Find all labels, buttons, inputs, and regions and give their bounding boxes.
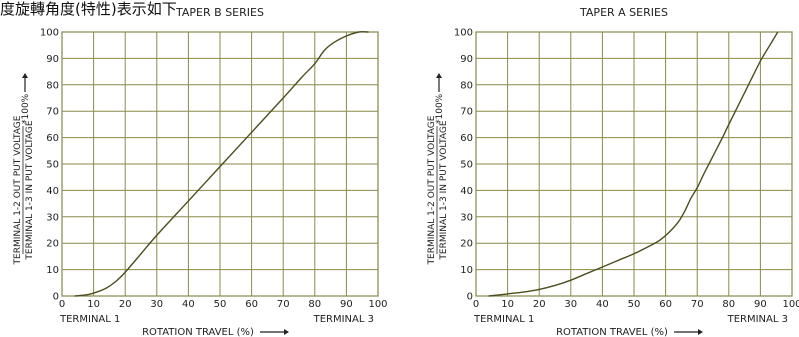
- y-tick-label: 50: [46, 160, 59, 171]
- x-tick-label: 50: [628, 299, 641, 310]
- y-tick-label: 100: [454, 28, 473, 39]
- series-line: [488, 31, 779, 297]
- x-tick-label: 80: [722, 299, 735, 310]
- y-label-numerator: TERMINAL 1-2 OUT PUT VOLTAGE: [13, 115, 23, 265]
- y-tick-label: 30: [46, 212, 59, 223]
- x-tick-label: 20: [119, 299, 132, 310]
- y-label-numerator: TERMINAL 1-2 OUT PUT VOLTAGE: [427, 115, 437, 265]
- header-text: 度旋轉角度(特性)表示如下: [0, 0, 177, 18]
- series-line: [74, 31, 369, 297]
- x-tick-label: 100: [368, 299, 387, 310]
- x-axis-label: ROTATION TRAVEL (%): [556, 327, 668, 337]
- y-label-denominator: TERMINAL 1-3 IN PUT VOLTAGE: [25, 120, 35, 260]
- chart-title: TAPER A SERIES: [579, 6, 668, 19]
- y-label-suffix: *100%: [21, 93, 31, 124]
- x-tick-label: 0: [473, 299, 479, 310]
- chart-1: 0 10 20 30 40 50 60 70 80 90 100 0 10 20 30 40 50 60 70 80 9…: [13, 6, 388, 337]
- x-tick-label: 20: [533, 299, 546, 310]
- x-tick-label: 0: [59, 299, 65, 310]
- y-tick-label: 90: [46, 54, 59, 65]
- y-tick-label: 30: [460, 212, 473, 223]
- y-tick-label: 0: [467, 292, 473, 303]
- y-tick-label: 20: [460, 239, 473, 250]
- x-tick-label: 50: [214, 299, 227, 310]
- y-tick-label: 40: [460, 186, 473, 197]
- y-axis-label: TERMINAL 1-2 OUT PUT VOLTAGE TERMINAL 1-3…: [13, 73, 35, 265]
- y-tick-label: 10: [460, 265, 473, 276]
- y-axis-arrow-head: [436, 73, 442, 78]
- y-tick-label: 60: [460, 133, 473, 144]
- y-axis-arrow-head: [22, 73, 28, 78]
- y-label-suffix: *100%: [435, 93, 445, 124]
- y-axis-label: TERMINAL 1-2 OUT PUT VOLTAGE TERMINAL 1-3…: [427, 73, 449, 265]
- y-tick-label: 60: [46, 133, 59, 144]
- x-axis-arrow-head: [284, 329, 289, 335]
- x-tick-label: 30: [150, 299, 163, 310]
- x-tick-label: 90: [340, 299, 353, 310]
- x-end-label: TERMINAL 3: [727, 314, 788, 325]
- x-axis-label: ROTATION TRAVEL (%): [142, 327, 254, 337]
- x-tick-label: 70: [277, 299, 290, 310]
- y-tick-label: 20: [46, 239, 59, 250]
- x-tick-label: 100: [782, 299, 799, 310]
- x-start-label: TERMINAL 1: [59, 314, 120, 325]
- x-tick-label: 60: [659, 299, 672, 310]
- x-tick-label: 40: [596, 299, 609, 310]
- y-tick-label: 40: [46, 186, 59, 197]
- chart-2: 0 10 20 30 40 50 60 70 80 90 100 0 10 20 30 40 50 60 70 80 9…: [427, 6, 799, 337]
- x-end-label: TERMINAL 3: [313, 314, 374, 325]
- y-tick-label: 90: [460, 54, 473, 65]
- y-tick-label: 70: [460, 107, 473, 118]
- x-axis-arrow-head: [698, 329, 703, 335]
- x-tick-label: 10: [87, 299, 100, 310]
- x-tick-label: 60: [245, 299, 258, 310]
- y-tick-label: 10: [46, 265, 59, 276]
- y-tick-label: 50: [460, 160, 473, 171]
- y-tick-label: 100: [40, 28, 59, 39]
- x-tick-label: 30: [564, 299, 577, 310]
- x-tick-label: 80: [308, 299, 321, 310]
- chart-title: TAPER B SERIES: [175, 6, 264, 19]
- x-tick-label: 10: [501, 299, 514, 310]
- y-label-denominator: TERMINAL 1-3 IN PUT VOLTAGE: [439, 120, 449, 260]
- x-tick-label: 40: [182, 299, 195, 310]
- x-tick-label: 70: [691, 299, 704, 310]
- x-tick-label: 90: [754, 299, 767, 310]
- y-tick-label: 0: [53, 292, 59, 303]
- x-start-label: TERMINAL 1: [473, 314, 534, 325]
- y-tick-label: 80: [460, 80, 473, 91]
- y-tick-label: 70: [46, 107, 59, 118]
- y-tick-label: 80: [46, 80, 59, 91]
